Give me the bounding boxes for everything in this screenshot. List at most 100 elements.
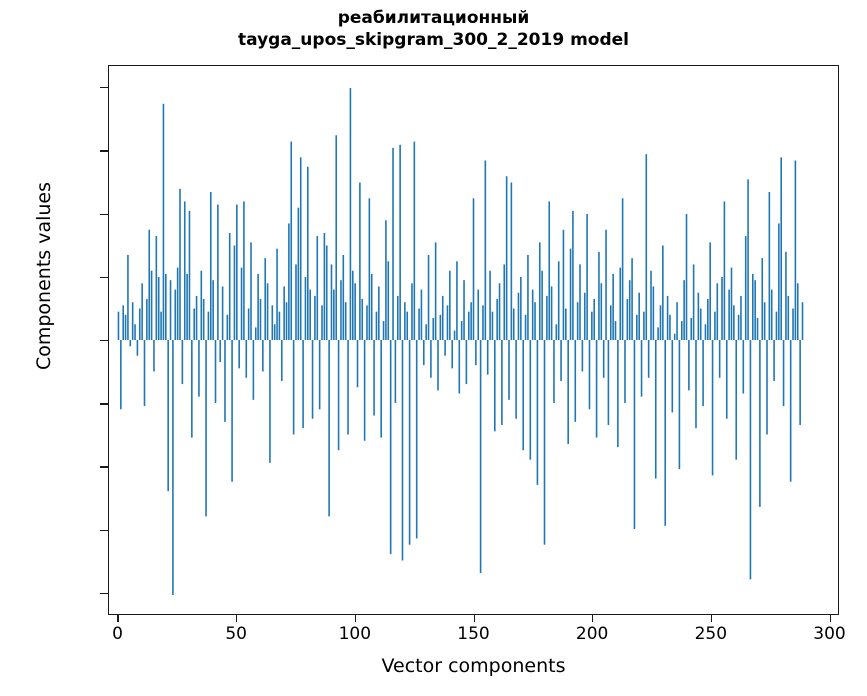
bar — [434, 242, 437, 340]
bar — [335, 135, 338, 340]
bar — [692, 264, 695, 340]
bar — [482, 305, 484, 340]
bar — [766, 340, 768, 435]
bar — [198, 340, 200, 397]
bar — [422, 340, 425, 366]
bar — [415, 340, 418, 539]
bar — [359, 182, 361, 340]
bar — [160, 311, 162, 340]
bar — [624, 340, 626, 403]
bar — [560, 340, 562, 381]
bar — [259, 299, 262, 340]
bar — [124, 314, 127, 340]
bar — [252, 340, 255, 400]
bar — [394, 340, 397, 403]
bar — [652, 286, 655, 340]
bar — [576, 302, 579, 340]
bar — [167, 340, 169, 492]
bar — [181, 340, 184, 385]
bar — [231, 340, 233, 482]
bar — [165, 273, 167, 340]
bar — [283, 286, 285, 340]
y-tick-mark — [100, 529, 108, 531]
bar — [311, 340, 314, 419]
bar — [309, 289, 311, 340]
bar — [314, 295, 316, 340]
bar — [183, 201, 186, 340]
x-tick-mark — [829, 614, 831, 622]
bar — [747, 179, 749, 340]
bar — [636, 314, 638, 340]
bar — [645, 154, 648, 340]
bar — [439, 314, 442, 340]
bar — [129, 340, 132, 347]
bar — [380, 340, 382, 438]
bar — [117, 311, 120, 340]
bar — [179, 188, 181, 340]
bar — [711, 340, 714, 476]
bar — [136, 340, 139, 356]
bar — [330, 264, 333, 340]
y-tick-mark — [100, 213, 108, 215]
bar — [404, 302, 406, 340]
bar — [716, 283, 719, 340]
bar — [340, 280, 342, 340]
bar — [304, 277, 307, 340]
bar — [195, 295, 198, 340]
bar — [143, 340, 146, 407]
bar — [146, 299, 148, 340]
bar — [498, 283, 501, 340]
bar — [169, 280, 172, 340]
bar — [503, 264, 506, 340]
bar — [626, 299, 629, 340]
bar — [688, 340, 690, 391]
bar — [460, 321, 463, 340]
bar — [209, 191, 212, 340]
bar — [243, 201, 245, 340]
bar — [375, 311, 378, 340]
plot-area — [108, 65, 839, 615]
bar — [224, 340, 226, 422]
bar — [600, 283, 603, 340]
bar — [236, 204, 238, 340]
bar — [569, 248, 572, 340]
bar — [512, 308, 515, 340]
x-tick-mark — [710, 614, 713, 622]
bar — [214, 340, 217, 403]
bar — [718, 340, 721, 378]
bar — [555, 324, 558, 340]
bar — [543, 340, 546, 545]
bar — [591, 311, 593, 340]
x-tick-label: 200 — [575, 624, 609, 644]
bar — [347, 340, 349, 435]
bar — [349, 88, 352, 340]
y-tick-mark — [100, 592, 108, 595]
y-tick-mark — [100, 340, 108, 342]
bar — [707, 299, 709, 340]
y-tick-mark — [100, 150, 108, 152]
bar — [325, 245, 328, 340]
bar — [477, 289, 480, 340]
bar — [240, 267, 243, 340]
bar — [527, 254, 529, 340]
bar — [749, 340, 752, 580]
bar — [212, 280, 214, 340]
bar — [546, 295, 548, 340]
bar — [193, 308, 196, 340]
bar — [297, 207, 300, 340]
bar — [172, 340, 174, 596]
bar — [219, 340, 222, 363]
bar — [188, 210, 191, 340]
bar — [740, 295, 742, 340]
bar — [733, 305, 735, 340]
bar — [659, 305, 662, 340]
bar — [470, 302, 472, 340]
y-tick-mark — [100, 276, 108, 279]
bar — [536, 340, 539, 485]
bar — [574, 340, 577, 422]
bar — [342, 254, 345, 340]
bar — [510, 182, 513, 340]
bar — [138, 308, 141, 340]
bar — [619, 267, 622, 340]
x-axis-label: Vector components — [381, 655, 566, 677]
